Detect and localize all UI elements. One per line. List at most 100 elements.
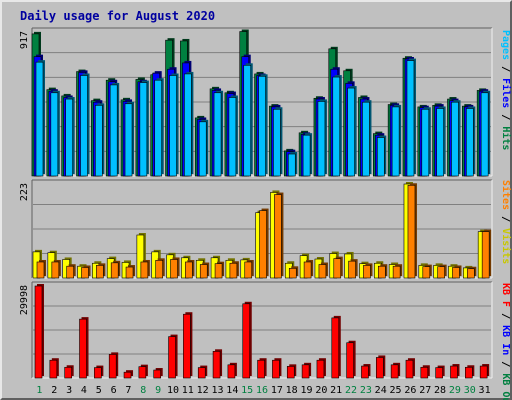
chart-title: Daily usage for August 2020 [20,9,215,23]
bar-kb_f [183,312,193,379]
bar-kb_f [272,358,282,379]
bar-pages [50,90,60,177]
bar-pages [154,78,164,177]
day-label: 30 [464,385,476,396]
day-label: 1 [36,385,42,396]
bar-kb_f [242,301,252,379]
bar-sites [392,264,403,279]
legend-visits: Visits [500,228,512,264]
bar-pages [184,71,194,177]
day-labels: 1 2 3 4 5 6 7 8 9 10 11 12 13 14 15 16 17 18 19 20 21 22 23 24 2… [36,385,490,396]
max-label-bottom: 29998 [19,285,30,315]
bar-sites [185,259,195,279]
day-label: 6 [111,385,117,396]
bar-sites [170,257,180,279]
day-label: 29 [449,385,461,396]
bar-kb_f [465,365,475,379]
bar-sites [96,263,106,279]
bar-pages [421,107,431,177]
day-label: 17 [271,385,283,396]
bar-sites [155,258,165,279]
bar-sites [288,266,299,279]
bar-pages [406,58,416,177]
bar-kb_f [94,365,104,379]
bar-pages [376,135,387,177]
day-label: 4 [81,385,87,396]
bar-pages [273,107,283,177]
day-label: 2 [51,385,57,396]
bar-kb_f [34,284,44,379]
bar-pages [317,99,327,177]
bar-sites [51,259,61,279]
bar-pages [466,106,476,177]
day-label: 22 [345,385,357,396]
legend-files: Files [500,78,512,108]
bar-kb_f [301,362,312,379]
bar-pages [95,103,105,177]
bar-sites [481,229,492,279]
bar-kb_f [331,315,341,379]
day-label: 25 [390,385,402,396]
bar-pages [302,133,313,177]
bar-pages [124,101,135,177]
bar-sites [36,259,46,279]
legend-pages: Pages [500,30,511,60]
bar-sites [199,262,210,279]
day-label: 19 [300,385,312,396]
max-label-middle: 223 [19,183,30,201]
legend-bottom: KB F / KB In / KB Out [500,283,511,400]
day-label: 14 [226,385,238,396]
bar-sites [229,261,239,279]
day-label: 12 [197,385,209,396]
day-label: 24 [375,385,387,396]
day-label: 18 [286,385,298,396]
bar-kb_f [64,365,74,379]
bar-kb_f [153,368,163,379]
bar-kb_f [168,334,178,379]
day-label: 28 [434,385,446,396]
bar-sites [407,183,417,279]
bar-kb_f [346,340,356,379]
day-label: 15 [241,385,253,396]
bar-sites [318,262,328,279]
day-label: 27 [419,385,431,396]
bar-pages [287,152,298,177]
bar-kb_f [420,365,430,379]
bar-kb_f [286,364,297,379]
bar-sites [66,264,76,279]
bar-sites [125,265,136,279]
bar-kb_f [79,317,89,379]
bar-pages [436,106,446,177]
bar-kb_f [108,352,119,379]
day-label: 26 [404,385,416,396]
day-label: 13 [211,385,223,396]
bar-pages [80,73,90,177]
bar-kb_f [123,370,134,379]
bar-sites [110,260,121,279]
day-label: 8 [140,385,146,396]
bar-sites [422,264,432,279]
panel-bottom: 29998 [19,281,493,379]
bar-sites [81,265,91,279]
bar-sites [303,259,314,279]
legend-middle: Sites / Visits [500,180,512,264]
bar-sites [437,264,447,279]
bar-kb_f [450,364,460,379]
bar-sites [214,261,225,279]
bar-kb_f [138,364,148,379]
bar-kb_f [227,362,237,379]
legend-kb-f: KB F [500,283,511,307]
bar-kb_f [257,358,267,379]
day-label: 11 [182,385,194,396]
day-label: 5 [96,385,102,396]
bar-pages [451,100,461,177]
bar-pages [480,90,491,177]
bar-sites [467,266,477,279]
bar-kb_f [361,364,371,379]
day-label: 3 [66,385,72,396]
panel-top: 917 [19,27,493,177]
day-label: 9 [155,385,161,396]
bar-pages [213,90,224,177]
day-label: 23 [360,385,372,396]
